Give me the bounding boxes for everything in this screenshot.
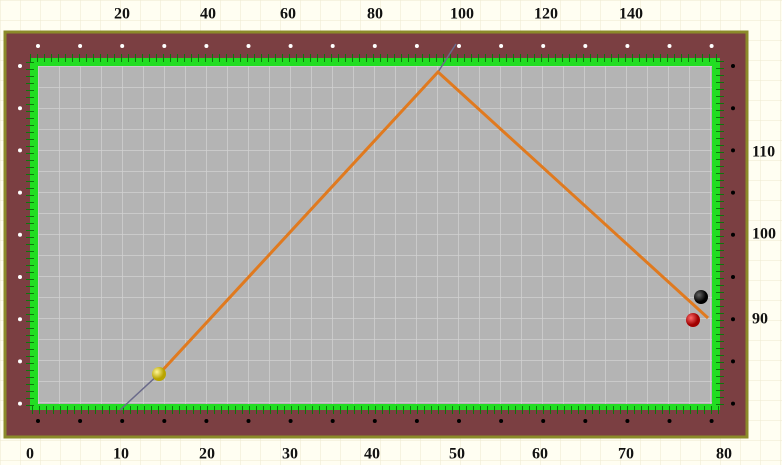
- diamond: [541, 419, 546, 423]
- diamond: [625, 44, 630, 48]
- diamond: [18, 232, 22, 237]
- diamond: [18, 359, 22, 364]
- diamond: [18, 190, 22, 195]
- diamond: [731, 232, 735, 237]
- diamond: [120, 419, 125, 423]
- top-scale-label: 100: [450, 6, 474, 23]
- diamond: [162, 419, 167, 423]
- diamond: [414, 419, 419, 423]
- diamond: [246, 44, 251, 48]
- diamond: [583, 419, 588, 423]
- cushion-segments: [26, 54, 724, 414]
- diamond: [583, 44, 588, 48]
- diamond: [457, 419, 461, 423]
- diamond: [709, 419, 714, 423]
- diamond: [731, 148, 735, 153]
- diamond: [204, 44, 209, 48]
- diamond: [36, 44, 40, 48]
- top-scale-label: 40: [200, 6, 216, 23]
- diamonds: [18, 44, 735, 423]
- diamond: [731, 401, 735, 406]
- bottom-scale-label: 40: [364, 446, 380, 463]
- diamond: [330, 419, 335, 423]
- diamond: [204, 419, 209, 423]
- bottom-scale-label: 30: [282, 446, 298, 463]
- diamond: [246, 419, 251, 423]
- bottom-scale-label: 10: [113, 446, 129, 463]
- diamond: [499, 419, 504, 423]
- diamond: [414, 44, 419, 48]
- diamond: [731, 275, 735, 279]
- bottom-scale-label: 80: [716, 446, 732, 463]
- diamond: [731, 106, 735, 111]
- diamond: [667, 419, 672, 423]
- aim-line: [437, 43, 457, 73]
- diamond: [78, 44, 83, 48]
- diamond: [457, 44, 461, 48]
- diamond: [731, 317, 735, 322]
- diamond: [18, 401, 22, 406]
- scale-labels: 20 40 60 80 100 120 140 0 10 20 30 40 50 60 70 80 110 100…: [26, 6, 776, 463]
- diamond: [541, 44, 546, 48]
- diamond: [372, 419, 377, 423]
- diamond: [372, 44, 377, 48]
- bottom-scale-label: 0: [26, 446, 34, 463]
- bottom-scale-label: 20: [199, 446, 215, 463]
- diamond: [36, 419, 40, 423]
- diamond: [18, 106, 22, 111]
- red-ball[interactable]: [686, 313, 700, 327]
- diamond: [330, 44, 335, 48]
- diamond: [499, 44, 504, 48]
- cue-ball[interactable]: [152, 367, 166, 381]
- cue-line: [119, 372, 161, 411]
- diamond: [78, 419, 83, 423]
- diamond: [18, 148, 22, 153]
- diamond: [288, 44, 293, 48]
- bottom-scale-label: 60: [532, 446, 548, 463]
- top-scale-label: 20: [114, 6, 130, 23]
- shot-path: [158, 69, 710, 375]
- diamond: [18, 64, 22, 68]
- top-scale-label: 120: [534, 6, 558, 23]
- diamond: [288, 419, 293, 423]
- top-scale-label: 140: [619, 6, 643, 23]
- diamond: [731, 359, 735, 364]
- right-scale-label: 100: [752, 226, 776, 243]
- bottom-scale-label: 70: [618, 446, 634, 463]
- diamond: [667, 44, 672, 48]
- bottom-scale-label: 50: [449, 446, 465, 463]
- cloth: [38, 66, 712, 404]
- diamond: [731, 190, 735, 195]
- diamond: [18, 275, 22, 279]
- diamond: [120, 44, 125, 48]
- diamond: [731, 64, 735, 68]
- diamond: [709, 44, 714, 48]
- top-scale-label: 60: [280, 6, 296, 23]
- top-scale-label: 80: [367, 6, 383, 23]
- diamond: [625, 419, 630, 423]
- right-scale-label: 90: [752, 311, 768, 328]
- right-scale-label: 110: [752, 144, 775, 161]
- diamond: [162, 44, 167, 48]
- diamond: [18, 317, 22, 322]
- black-ball[interactable]: [694, 290, 708, 304]
